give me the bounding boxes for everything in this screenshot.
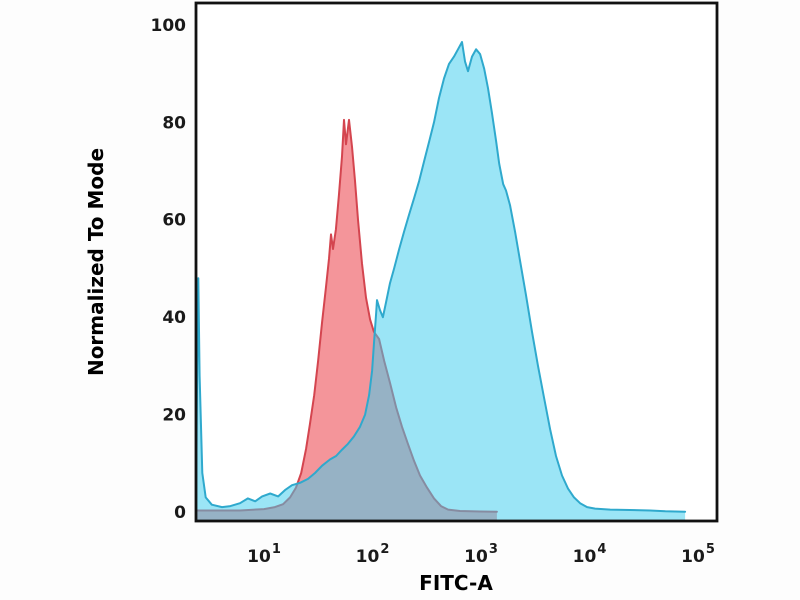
x-axis-title: FITC-A: [419, 571, 493, 595]
cyan-histogram-area: [196, 42, 686, 521]
y-tick-label: 100: [151, 16, 187, 36]
x-tick-label: 104: [573, 542, 607, 567]
y-tick-label: 60: [162, 211, 186, 231]
series-layer: [196, 41, 687, 521]
plot-border: [194, 1, 719, 523]
x-tick-label: 101: [247, 542, 281, 567]
red-histogram-area: [196, 119, 497, 521]
y-axis-tick-labels: 0 20 40 60 80 100: [151, 16, 187, 523]
y-tick-label: 80: [162, 113, 186, 133]
x-tick-label: 105: [681, 542, 715, 567]
y-tick-label: 0: [174, 503, 186, 523]
y-tick-label: 40: [162, 308, 186, 328]
y-axis-title: Normalized To Mode: [84, 148, 108, 376]
y-tick-label: 20: [162, 406, 186, 426]
x-tick-label: 102: [356, 542, 390, 567]
x-axis-tick-labels: 101 102 103 104 105: [247, 542, 715, 567]
cyan-histogram-outline: [196, 41, 687, 513]
x-tick-label: 103: [464, 542, 498, 567]
